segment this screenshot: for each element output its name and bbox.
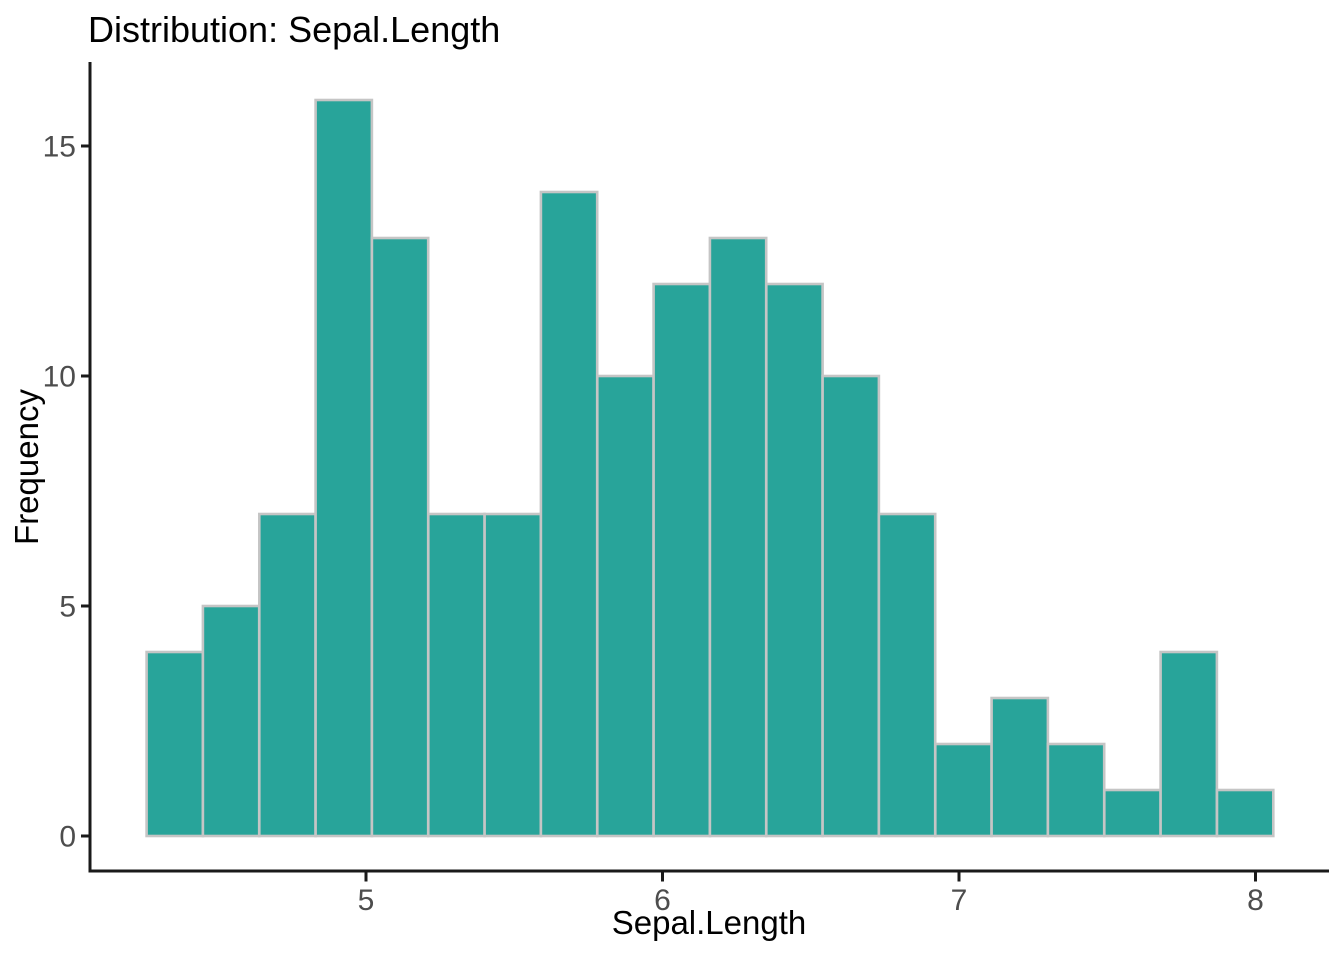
histogram-bar bbox=[201, 604, 261, 838]
y-tick-label: 0 bbox=[59, 821, 76, 854]
y-tick-label: 5 bbox=[59, 591, 76, 624]
y-axis-title: Frequency bbox=[8, 389, 45, 545]
histogram-bar bbox=[1215, 788, 1275, 838]
chart-title: Distribution: Sepal.Length bbox=[88, 9, 501, 50]
histogram-bar bbox=[539, 190, 599, 838]
x-tick-label: 8 bbox=[1247, 884, 1264, 917]
histogram-bar bbox=[933, 742, 993, 838]
y-tick-label: 10 bbox=[43, 361, 76, 394]
x-tick-label: 5 bbox=[358, 884, 375, 917]
histogram-bar bbox=[877, 512, 937, 838]
histogram-bar bbox=[145, 650, 205, 838]
histogram-bar bbox=[370, 236, 430, 838]
y-tick-label: 15 bbox=[43, 131, 76, 164]
histogram-bar bbox=[821, 374, 881, 838]
histogram-bar bbox=[708, 236, 768, 838]
x-axis-title: Sepal.Length bbox=[611, 904, 807, 941]
histogram-bar bbox=[764, 282, 824, 838]
histogram-bar bbox=[595, 374, 655, 838]
histogram-bar bbox=[1103, 788, 1162, 838]
histogram-bar bbox=[426, 512, 486, 838]
histogram-bar bbox=[652, 282, 712, 838]
histogram-bar bbox=[1159, 650, 1219, 838]
x-tick-label: 6 bbox=[654, 884, 671, 917]
histogram-bar bbox=[990, 696, 1050, 838]
histogram-bar bbox=[257, 512, 317, 838]
x-tick-label: 7 bbox=[951, 884, 968, 917]
histogram-bar bbox=[1046, 742, 1106, 838]
histogram-bar bbox=[314, 98, 374, 838]
histogram-bar bbox=[483, 512, 543, 838]
